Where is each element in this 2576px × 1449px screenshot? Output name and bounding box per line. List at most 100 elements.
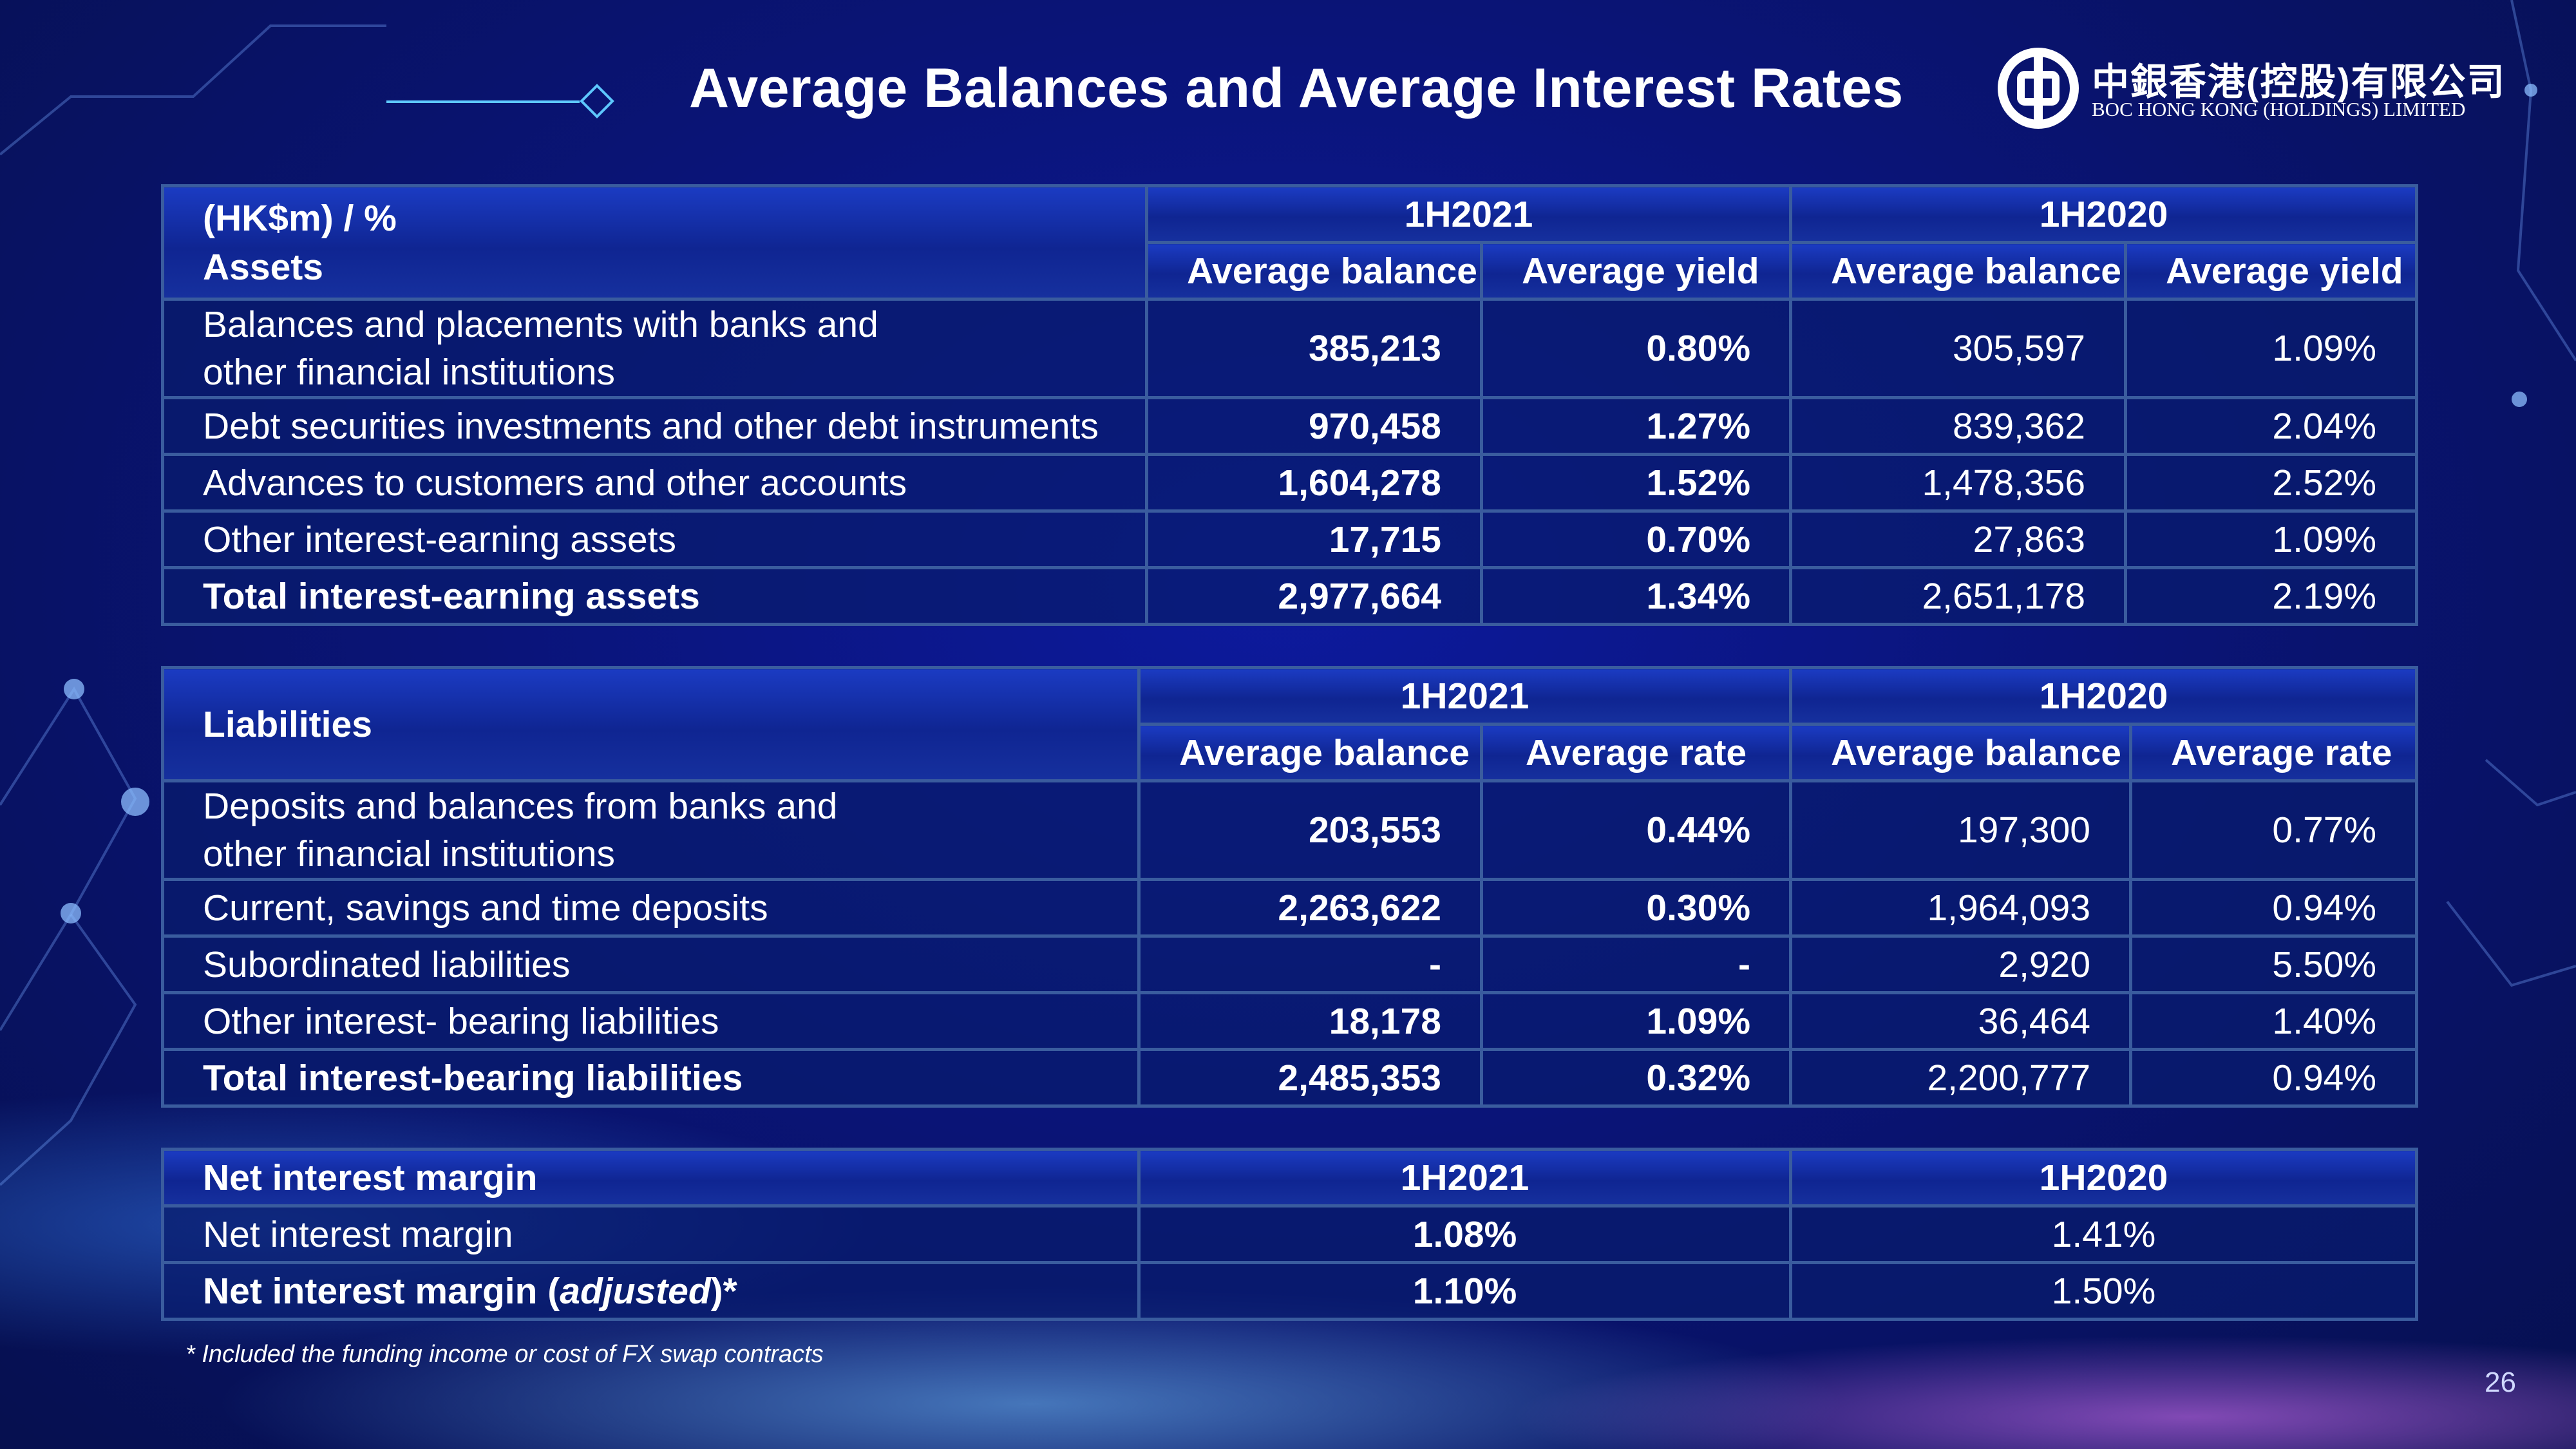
table-row: Current, savings and time deposits 2,263…: [161, 878, 2419, 938]
row-label-line: Deposits and balances from banks and: [203, 786, 838, 827]
assets-header-cell: (HK$m) / % Assets: [161, 184, 1148, 301]
cell-balance-1h2021: 1,604,278: [1145, 453, 1483, 513]
col-average-yield: Average yield: [2124, 241, 2419, 301]
cell-balance-1h2020: 36,464: [1789, 991, 2133, 1051]
total-row: Total interest-earning assets 2,977,664 …: [161, 566, 2419, 626]
units-label: (HK$m) / %: [203, 197, 397, 239]
cell-yield-1h2021: 1.52%: [1479, 453, 1793, 513]
row-label: Balances and placements with banks and o…: [161, 298, 1148, 399]
cell-balance-1h2020: 27,863: [1789, 509, 2128, 569]
cell-balance-1h2021: 970,458: [1145, 396, 1483, 456]
row-label: Net interest margin: [161, 1204, 1141, 1264]
row-label: Current, savings and time deposits: [161, 878, 1141, 938]
total-row: Total interest-bearing liabilities 2,485…: [161, 1048, 2419, 1108]
col-average-balance: Average balance: [1145, 241, 1483, 301]
cell-rate-1h2021: 0.32%: [1479, 1048, 1793, 1108]
row-label-line: Balances and placements with banks and: [203, 304, 878, 345]
cell-balance-1h2020: 197,300: [1789, 779, 2133, 881]
liabilities-table: Liabilities 1H2021 1H2020 Average balanc…: [161, 666, 2419, 1108]
liabilities-heading: Liabilities: [161, 666, 1141, 782]
cell-rate-1h2020: 0.94%: [2129, 878, 2419, 938]
liabilities-period-1: 1H2021: [1137, 666, 1793, 726]
cell-yield-1h2021: 1.27%: [1479, 396, 1793, 456]
table-row: Deposits and balances from banks and oth…: [161, 779, 2419, 881]
row-label: Other interest- bearing liabilities: [161, 991, 1141, 1051]
footnote: * Included the funding income or cost of…: [185, 1341, 824, 1368]
liabilities-period-2: 1H2020: [1789, 666, 2419, 726]
cell-yield-1h2021: 0.80%: [1479, 298, 1793, 399]
cell-nim-1h2021: 1.08%: [1137, 1204, 1792, 1264]
row-label-line: other financial institutions: [203, 352, 616, 393]
cell-rate-1h2021: 1.09%: [1479, 991, 1793, 1051]
table-row: Subordinated liabilities - - 2,920 5.50%: [161, 934, 2419, 994]
cell-balance-1h2021: -: [1137, 934, 1483, 994]
table-row: Other interest- bearing liabilities 18,1…: [161, 991, 2419, 1051]
row-label: Total interest-bearing liabilities: [161, 1048, 1141, 1108]
cell-balance-1h2021: 2,977,664: [1145, 566, 1483, 626]
row-label: Debt securities investments and other de…: [161, 396, 1148, 456]
cell-balance-1h2020: 305,597: [1789, 298, 2128, 399]
cell-balance-1h2021: 203,553: [1137, 779, 1483, 881]
row-label-line: other financial institutions: [203, 833, 616, 875]
table-row: Advances to customers and other accounts…: [161, 453, 2419, 513]
table-row: Balances and placements with banks and o…: [161, 298, 2419, 399]
table-row: Net interest margin (adjusted)* 1.10% 1.…: [161, 1261, 2418, 1321]
col-average-balance: Average balance: [1789, 723, 2133, 782]
label-text: Net interest margin (: [203, 1270, 560, 1312]
col-average-balance: Average balance: [1789, 241, 2128, 301]
cell-nim-adjusted-1h2020: 1.50%: [1789, 1261, 2418, 1321]
logo-chinese-name: 中銀香港(控股)有限公司: [2092, 61, 2506, 103]
row-label: Subordinated liabilities: [161, 934, 1141, 994]
label-text: )*: [710, 1270, 737, 1312]
nim-period-2: 1H2020: [1789, 1148, 2418, 1208]
cell-balance-1h2021: 2,485,353: [1137, 1048, 1483, 1108]
net-interest-margin-table: Net interest margin 1H2021 1H2020 Net in…: [161, 1148, 2418, 1321]
cell-nim-adjusted-1h2021: 1.10%: [1137, 1261, 1792, 1321]
cell-yield-1h2020: 2.52%: [2124, 453, 2419, 513]
cell-balance-1h2020: 2,200,777: [1789, 1048, 2133, 1108]
col-average-rate: Average rate: [1479, 723, 1793, 782]
row-label: Net interest margin (adjusted)*: [161, 1261, 1141, 1321]
cell-rate-1h2021: -: [1479, 934, 1793, 994]
cell-rate-1h2021: 0.30%: [1479, 878, 1793, 938]
nim-period-1: 1H2021: [1137, 1148, 1792, 1208]
assets-heading: Assets: [203, 246, 323, 288]
cell-yield-1h2020: 1.09%: [2124, 509, 2419, 569]
logo-english-name: BOC HONG KONG (HOLDINGS) LIMITED: [2092, 98, 2466, 120]
cell-rate-1h2020: 0.77%: [2129, 779, 2419, 881]
cell-yield-1h2020: 2.19%: [2124, 566, 2419, 626]
page-number: 26: [2485, 1367, 2516, 1398]
col-average-balance: Average balance: [1137, 723, 1483, 782]
table-row: Debt securities investments and other de…: [161, 396, 2419, 456]
cell-balance-1h2020: 1,478,356: [1789, 453, 2128, 513]
cell-yield-1h2021: 0.70%: [1479, 509, 1793, 569]
cell-balance-1h2020: 1,964,093: [1789, 878, 2133, 938]
col-average-yield: Average yield: [1479, 241, 1793, 301]
company-logo: 中銀香港(控股)有限公司 BOC HONG KONG (HOLDINGS) LI…: [1996, 46, 2524, 130]
page-title: Average Balances and Average Interest Ra…: [689, 57, 1904, 119]
cell-balance-1h2021: 18,178: [1137, 991, 1483, 1051]
nim-heading: Net interest margin: [161, 1148, 1141, 1208]
table-row: Other interest-earning assets 17,715 0.7…: [161, 509, 2419, 569]
assets-table: (HK$m) / % Assets 1H2021 1H2020 Average …: [161, 184, 2419, 626]
cell-yield-1h2021: 1.34%: [1479, 566, 1793, 626]
table-row: Net interest margin 1.08% 1.41%: [161, 1204, 2418, 1264]
cell-nim-1h2020: 1.41%: [1789, 1204, 2418, 1264]
label-italic: adjusted: [560, 1270, 711, 1312]
cell-rate-1h2020: 0.94%: [2129, 1048, 2419, 1108]
cell-balance-1h2021: 17,715: [1145, 509, 1483, 569]
row-label: Deposits and balances from banks and oth…: [161, 779, 1141, 881]
row-label: Total interest-earning assets: [161, 566, 1148, 626]
cell-rate-1h2020: 5.50%: [2129, 934, 2419, 994]
assets-period-1: 1H2021: [1144, 184, 1793, 244]
cell-balance-1h2021: 2,263,622: [1137, 878, 1483, 938]
col-average-rate: Average rate: [2129, 723, 2419, 782]
cell-balance-1h2020: 2,651,178: [1789, 566, 2128, 626]
row-label: Advances to customers and other accounts: [161, 453, 1148, 513]
cell-rate-1h2021: 0.44%: [1479, 779, 1793, 881]
cell-balance-1h2020: 2,920: [1789, 934, 2133, 994]
cell-yield-1h2020: 1.09%: [2124, 298, 2419, 399]
cell-balance-1h2020: 839,362: [1789, 396, 2128, 456]
cell-rate-1h2020: 1.40%: [2129, 991, 2419, 1051]
